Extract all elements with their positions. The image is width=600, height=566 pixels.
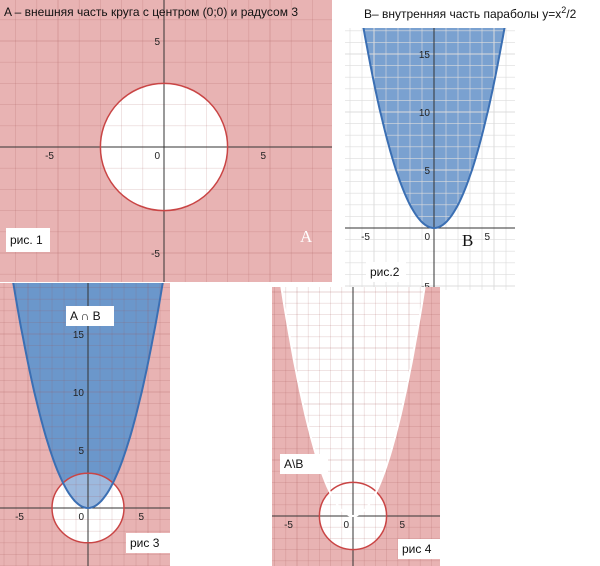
y-tick-label: 10 [73, 388, 85, 399]
caption-box [366, 262, 406, 282]
y-tick-label: 15 [73, 330, 85, 341]
caption: рис 3 [130, 536, 160, 550]
x-tick-label: 0 [78, 512, 84, 523]
parabola-curve [12, 283, 164, 510]
x-tick-label: 5 [484, 232, 490, 243]
x-tick-label: 0 [154, 151, 160, 162]
region-label: B [462, 231, 473, 250]
caption-box [126, 533, 170, 553]
y-tick-label: 10 [419, 108, 431, 119]
panel: -5 0 5 15 10 5 -5 рис.2 B [345, 28, 515, 293]
circle-boundary [99, 82, 229, 212]
caption: рис. 1 [10, 233, 43, 247]
caption: рис.2 [370, 265, 400, 279]
x-tick-label: 5 [399, 520, 405, 531]
title-part: /2 [566, 7, 576, 21]
y-tick-label: 15 [419, 50, 431, 61]
title: A – внешняя часть круга с центром (0;0) … [4, 5, 298, 19]
panel: -5 0 5 15 10 5 рис 3 A ∩ B [0, 283, 170, 566]
y-tick-label: 5 [154, 37, 160, 48]
y-tick-label: 5 [424, 166, 430, 177]
region-label: A [300, 227, 313, 246]
parabola-curve [280, 287, 426, 518]
label-box [66, 306, 114, 326]
region-label: A ∩ B [70, 309, 101, 323]
caption-box [398, 539, 440, 559]
circle-boundary [51, 472, 125, 544]
parabola-curve [362, 28, 506, 230]
x-tick-label: 5 [260, 151, 266, 162]
x-tick-label: -5 [284, 520, 293, 531]
panel: -5 0 5 5 -5 рис. 1 A [0, 0, 332, 282]
x-tick-label: -5 [45, 151, 54, 162]
y-tick-label: 5 [78, 446, 84, 457]
y-tick-label: -5 [421, 282, 430, 293]
x-tick-label: 0 [424, 232, 430, 243]
caption-box [6, 228, 50, 252]
title-superscript: 2 [561, 5, 566, 15]
x-tick-label: 5 [138, 512, 144, 523]
title: B– внутренняя часть параболы y=x2/2 [364, 5, 577, 21]
panel: -5 0 5 рис 4 A\B [272, 287, 440, 566]
label-box [280, 454, 328, 474]
y-tick-label: -5 [151, 249, 160, 260]
x-tick-label: -5 [361, 232, 370, 243]
caption: рис 4 [402, 542, 432, 556]
region-label: A\B [284, 457, 303, 471]
x-tick-label: -5 [15, 512, 24, 523]
circle-boundary [318, 481, 388, 551]
title-part: B– внутренняя часть параболы y=x [364, 7, 561, 21]
x-tick-label: 0 [343, 520, 349, 531]
